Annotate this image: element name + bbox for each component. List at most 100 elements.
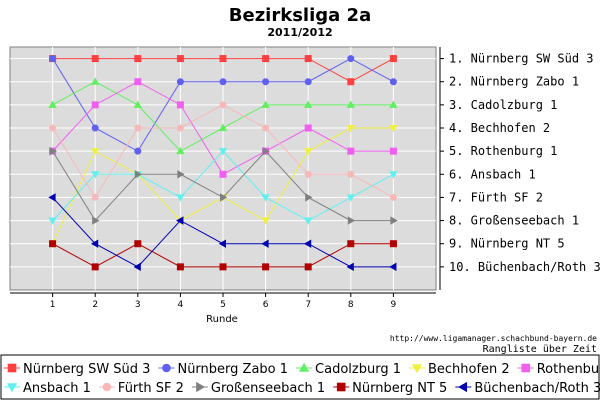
legend: Nürnberg SW Süd 3 Nürnberg Zabo 1 Cadolzbu…: [4, 362, 600, 396]
legend-swatch-marker: [458, 381, 468, 393]
rank-label: 6. Ansbach 1: [449, 167, 536, 181]
data-point: [48, 193, 56, 202]
legend-swatch-marker: [336, 382, 346, 392]
data-point: [303, 239, 312, 248]
data-point: [389, 124, 398, 133]
series-layer: [48, 55, 398, 272]
data-point: [219, 78, 227, 86]
data-point: [262, 55, 270, 63]
data-point: [304, 148, 313, 156]
data-point: [91, 171, 100, 179]
data-point: [91, 101, 99, 109]
data-point: [91, 193, 99, 201]
data-point: [261, 239, 269, 248]
data-point: [49, 240, 57, 248]
rank-label: 5. Rothenburg 1: [449, 144, 557, 158]
data-point: [218, 123, 228, 132]
legend-swatch-marker: [6, 383, 18, 393]
data-point: [389, 262, 397, 272]
data-point: [347, 170, 355, 178]
data-point: [262, 263, 270, 271]
series: [49, 78, 397, 178]
data-point: [262, 146, 270, 156]
data-point: [92, 216, 100, 225]
legend-item: Nürnberg NT 5: [333, 381, 447, 396]
data-point: [219, 170, 227, 178]
data-point: [219, 55, 227, 63]
x-tick-label: 7: [305, 300, 311, 310]
chart-caption: Rangliste über Zeit: [483, 344, 597, 355]
data-point: [176, 263, 184, 271]
series: [49, 146, 398, 225]
legend-item: Großenseebach 1: [191, 381, 325, 396]
data-point: [91, 55, 99, 63]
data-point: [177, 170, 185, 179]
data-point: [304, 217, 313, 225]
data-point: [347, 216, 356, 225]
rank-label: 9. Nürnberg NT 5: [449, 237, 565, 251]
data-point: [133, 100, 142, 108]
data-point: [134, 170, 143, 179]
rank-label: 4. Bechhofen 2: [449, 121, 550, 135]
legend-label: Cadolzburg 1: [315, 362, 401, 377]
data-point: [347, 240, 355, 248]
data-point: [176, 146, 185, 155]
rank-label: 2. Nürnberg Zabo 1: [449, 75, 579, 89]
data-point: [389, 55, 397, 63]
legend-item: Cadolzburg 1: [296, 362, 401, 377]
data-point: [90, 239, 99, 248]
rank-label: 10. Büchenbach/Roth 3: [449, 260, 600, 274]
data-point: [389, 240, 397, 248]
data-point: [389, 100, 398, 108]
data-point: [346, 262, 354, 272]
data-point: [176, 124, 184, 132]
data-point: [91, 263, 99, 271]
legend-label: Büchenbach/Roth 3: [474, 381, 600, 396]
legend-swatch-marker: [196, 381, 206, 393]
data-point: [261, 100, 270, 108]
x-tick-label: 3: [135, 300, 141, 310]
data-point: [304, 263, 312, 271]
x-tick-label: 9: [391, 300, 397, 310]
x-axis-label: Runde: [206, 314, 238, 325]
legend-label: Nürnberg NT 5: [352, 381, 447, 396]
data-point: [262, 78, 270, 86]
data-point: [218, 148, 228, 156]
legend-label: Bechhofen 2: [428, 362, 510, 377]
data-point: [261, 217, 270, 225]
data-point: [346, 194, 355, 202]
data-point: [134, 78, 142, 86]
legend-item: Ansbach 1: [4, 381, 91, 396]
data-point: [347, 147, 355, 155]
data-point: [219, 101, 227, 109]
data-point: [91, 124, 99, 132]
data-point: [218, 239, 227, 248]
data-point: [134, 240, 142, 248]
legend-item: Fürth SF 2: [98, 381, 184, 396]
data-point: [176, 55, 184, 63]
x-tick-label: 8: [348, 300, 354, 310]
data-point: [91, 77, 100, 85]
data-point: [389, 78, 397, 86]
rank-axis: 1. Nürnberg SW Süd 3 2. Nürnberg Zabo 1 3.…: [439, 47, 600, 290]
data-point: [176, 78, 184, 86]
x-tick-label: 2: [92, 300, 98, 310]
series: [49, 240, 397, 271]
legend-label: Nürnberg Zabo 1: [177, 362, 288, 377]
series: [48, 193, 397, 272]
data-point: [176, 216, 184, 225]
legend-swatch-marker: [521, 363, 531, 373]
data-point: [304, 55, 312, 63]
legend-box: [0, 354, 600, 400]
x-axis: 1 2 3 4 5 6 7 8 9: [10, 292, 436, 310]
data-point: [219, 263, 227, 271]
rank-label: 7. Fürth SF 2: [449, 190, 543, 204]
data-point: [48, 100, 57, 108]
data-point: [134, 147, 142, 155]
data-point: [304, 170, 312, 178]
source-url: http://www.ligamanager.schachbund-bayern…: [390, 334, 597, 343]
chart-title: Bezirksliga 2a: [229, 5, 371, 26]
legend-item: Rothenburg 1: [517, 362, 600, 377]
data-point: [133, 262, 141, 272]
